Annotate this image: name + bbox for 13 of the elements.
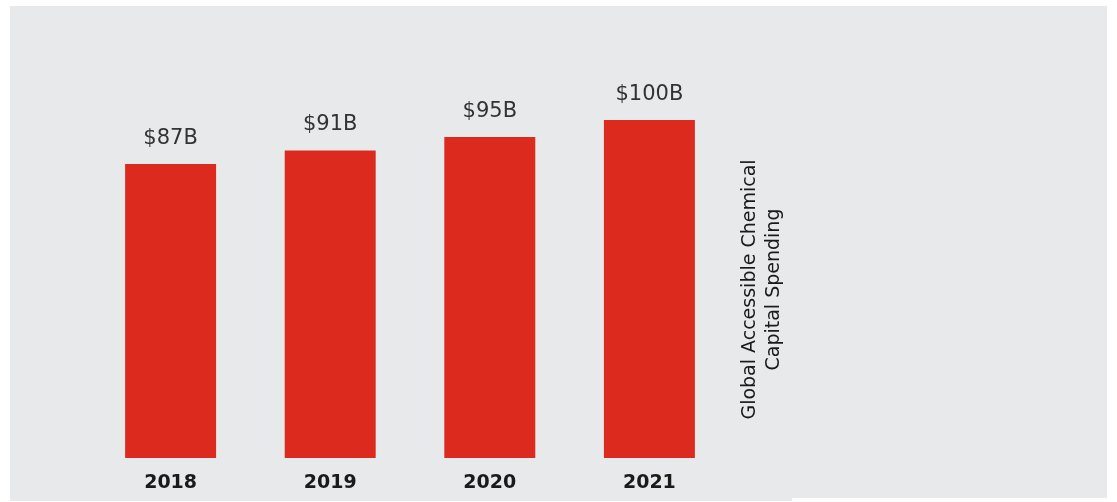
bar <box>125 163 217 458</box>
x-tick-label: 2018 <box>144 469 198 492</box>
bar <box>444 136 536 458</box>
data-label: $100B <box>615 81 684 105</box>
bar <box>603 120 695 458</box>
bar <box>284 150 376 458</box>
data-label: $91B <box>302 111 358 136</box>
x-tick-label: 2020 <box>463 469 517 492</box>
x-tick-label: 2021 <box>622 469 676 492</box>
data-label: $95B <box>462 97 518 122</box>
data-label: $87B <box>143 124 198 149</box>
y-axis-title: Global Accessible Chemical Capital Spending <box>736 159 783 420</box>
x-tick-label: 2019 <box>303 469 357 492</box>
